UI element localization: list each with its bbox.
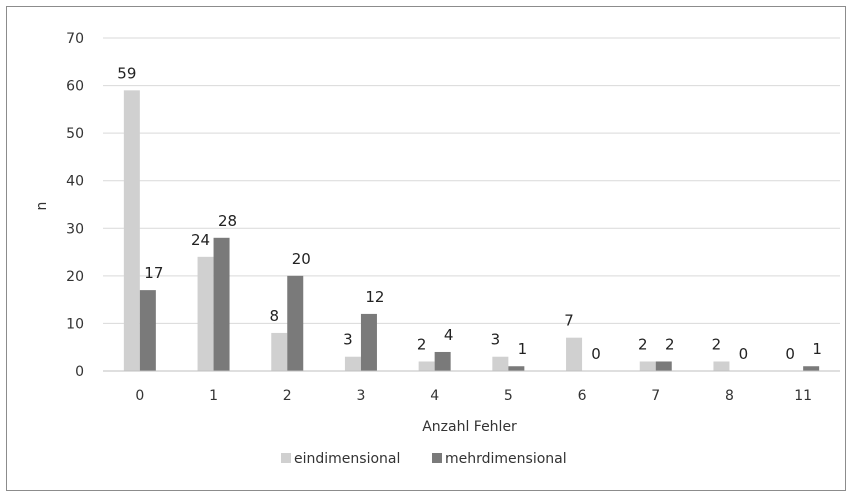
bar-eindimensional-7 — [639, 361, 656, 371]
bar-eindimensional-4 — [418, 361, 435, 371]
bar-mehrdimensional-7 — [655, 361, 672, 371]
y-tick-label: 20 — [66, 269, 84, 285]
data-label: 12 — [365, 288, 384, 306]
y-tick-label: 60 — [66, 79, 84, 95]
data-label: 0 — [591, 345, 601, 363]
data-label: 20 — [292, 250, 311, 268]
data-label: 0 — [739, 345, 749, 363]
data-label: 24 — [191, 231, 210, 249]
legend-swatch-mehrdimensional — [432, 453, 442, 463]
x-tick-label: 11 — [794, 388, 812, 404]
bar-eindimensional-1 — [197, 256, 214, 371]
x-tick-label: 3 — [356, 388, 365, 404]
bar-eindimensional-8 — [713, 361, 730, 371]
data-label: 2 — [638, 335, 648, 353]
data-label: 1 — [518, 340, 528, 358]
bar-eindimensional-3 — [344, 356, 361, 371]
data-label: 7 — [564, 312, 574, 330]
data-label: 2 — [417, 335, 427, 353]
data-label: 28 — [218, 212, 237, 230]
data-label: 8 — [269, 307, 279, 325]
bars — [123, 90, 820, 371]
legend-swatch-eindimensional — [281, 453, 291, 463]
x-tick-label: 6 — [578, 388, 587, 404]
data-label: 0 — [785, 345, 795, 363]
data-label: 3 — [343, 331, 353, 349]
bar-mehrdimensional-4 — [434, 351, 451, 371]
bar-mehrdimensional-2 — [287, 275, 304, 371]
y-tick-label: 50 — [66, 126, 84, 142]
bar-eindimensional-2 — [271, 332, 288, 371]
chart-frame — [6, 6, 846, 491]
y-tick-label: 40 — [66, 174, 84, 190]
y-tick-label: 70 — [66, 31, 84, 47]
legend: eindimensional mehrdimensional — [281, 451, 567, 467]
bar-mehrdimensional-3 — [360, 313, 377, 371]
data-label: 1 — [812, 340, 822, 358]
data-label: 17 — [144, 264, 163, 282]
bar-mehrdimensional-0 — [139, 290, 156, 371]
data-label: 3 — [491, 331, 501, 349]
data-label: 4 — [444, 326, 454, 344]
x-tick-label: 7 — [651, 388, 660, 404]
legend-label-eindimensional: eindimensional — [294, 451, 400, 467]
bar-eindimensional-5 — [492, 356, 509, 371]
x-tick-label: 0 — [135, 388, 144, 404]
data-label: 2 — [665, 335, 675, 353]
x-tick-label: 2 — [283, 388, 292, 404]
x-axis-title: Anzahl Fehler — [422, 419, 517, 435]
x-tick-label: 8 — [725, 388, 734, 404]
y-axis-title: n — [34, 202, 50, 211]
data-label: 2 — [712, 335, 722, 353]
y-tick-label: 10 — [66, 316, 84, 332]
bar-eindimensional-0 — [123, 90, 140, 371]
legend-label-mehrdimensional: mehrdimensional — [445, 451, 567, 467]
bar-mehrdimensional-11 — [803, 366, 820, 371]
x-tick-label: 4 — [430, 388, 439, 404]
y-axis-tick-labels: 0 10 20 30 40 50 60 70 — [66, 31, 84, 380]
bar-eindimensional-6 — [566, 337, 583, 371]
data-label: 59 — [117, 64, 136, 82]
x-axis-tick-labels: 0 1 2 3 4 5 6 7 8 11 — [135, 388, 812, 404]
y-tick-label: 0 — [75, 364, 84, 380]
x-tick-label: 5 — [504, 388, 513, 404]
x-tick-label: 1 — [209, 388, 218, 404]
y-tick-label: 30 — [66, 221, 84, 237]
bar-mehrdimensional-5 — [508, 366, 525, 371]
bar-mehrdimensional-1 — [213, 237, 230, 371]
